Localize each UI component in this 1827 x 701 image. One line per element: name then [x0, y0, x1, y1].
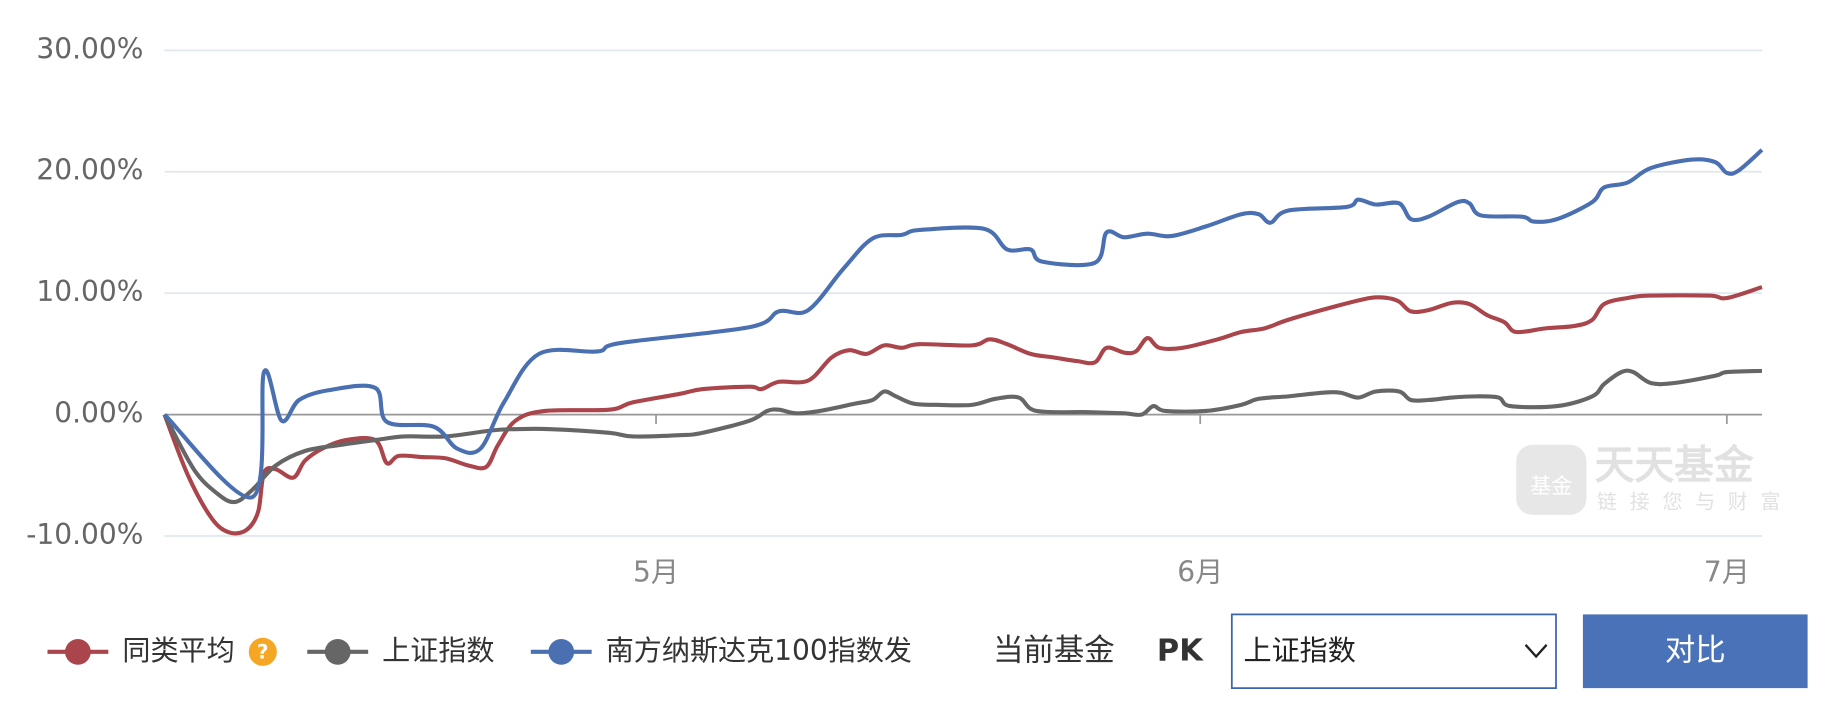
- y-tick-label: 20.00%: [36, 154, 143, 187]
- legend-label: 同类平均: [122, 634, 234, 667]
- legend-label: 上证指数: [382, 634, 494, 667]
- compare-select[interactable]: 上证指数: [1230, 613, 1557, 690]
- plot: -10.00% 0.00% 10.00% 20.00% 30.00% 5月 6月 7月: [26, 32, 1764, 588]
- watermark-icon: 基金: [1530, 473, 1572, 498]
- watermark-slogan: 链接您与财富: [1597, 491, 1793, 514]
- y-tick-label: 10.00%: [36, 275, 143, 308]
- legend-marker: [548, 638, 575, 665]
- select-value[interactable]: 上证指数: [1244, 634, 1356, 667]
- button-bg[interactable]: [1582, 614, 1808, 689]
- x-tick-label: 5月: [633, 555, 679, 588]
- x-tick-label: 6月: [1177, 555, 1223, 588]
- watermark-icon-bg: [1516, 444, 1587, 515]
- select-box[interactable]: [1230, 613, 1557, 690]
- help-icon-bg: [248, 637, 277, 666]
- y-tick-label: -10.00%: [26, 518, 143, 551]
- series-line: [163, 148, 1764, 500]
- current-fund-label: 当前基金: [993, 633, 1115, 668]
- legend-label: 南方纳斯达克100指数发: [606, 634, 912, 667]
- series-line: [162, 368, 1763, 505]
- x-tick-label: 7月: [1704, 555, 1750, 588]
- help-icon: ?: [257, 641, 269, 664]
- legend-marker: [65, 638, 91, 665]
- select-chevron[interactable]: [1524, 644, 1548, 659]
- pk-label: PK: [1157, 633, 1204, 668]
- y-tick-label: 0.00%: [54, 397, 143, 430]
- watermark: 基金 天天基金 链接您与财富: [1516, 443, 1793, 515]
- compare-button[interactable]: 对比: [1582, 614, 1808, 689]
- legend: 同类平均? 上证指数 南方纳斯达克100指数发: [47, 634, 912, 667]
- y-tick-label: 30.00%: [36, 32, 143, 65]
- button-label[interactable]: 对比: [1665, 633, 1726, 668]
- legend-marker: [324, 638, 351, 665]
- watermark-title: 天天基金: [1595, 443, 1754, 489]
